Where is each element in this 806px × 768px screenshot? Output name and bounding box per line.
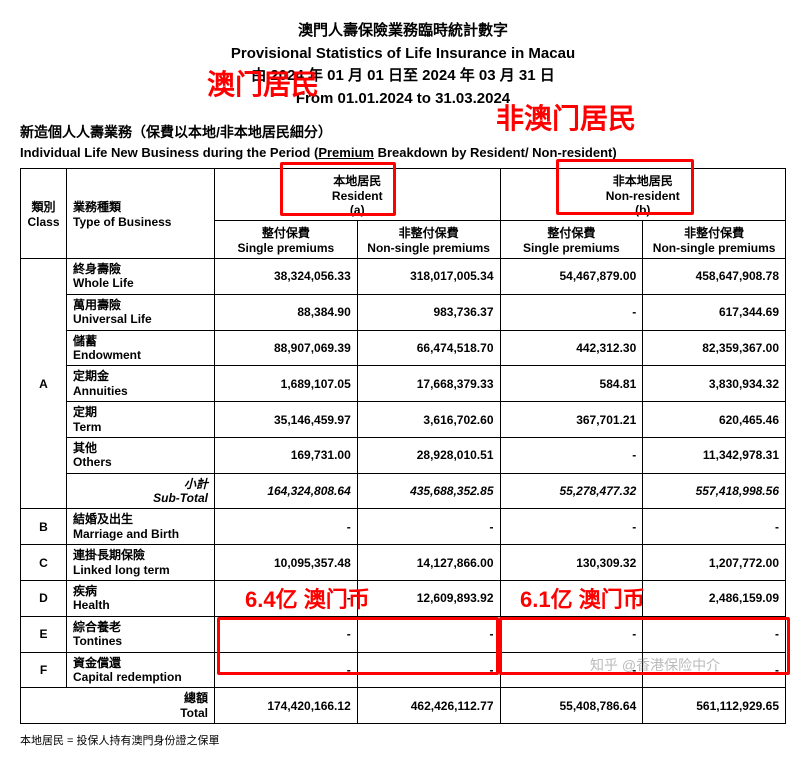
class-f: F	[21, 652, 67, 688]
section-en-underline: Premium	[318, 145, 374, 160]
table-row: D 疾病Health - 12,609,893.92 - 2,486,159.0…	[21, 581, 786, 617]
header-nonresident: 非本地居民 Non-resident (b)	[500, 169, 786, 221]
type-others: 其他Others	[67, 437, 215, 473]
section-en-post: Breakdown by Resident/ Non-resident)	[374, 145, 617, 160]
type-whole-life: 終身壽險Whole Life	[67, 259, 215, 295]
header-nonres-nonsingle: 非整付保費Non-single premiums	[643, 221, 786, 259]
header-line-3: 由 2024 年 01 月 01 日至 2024 年 03 月 31 日	[20, 65, 786, 88]
header-class: 類別 Class	[21, 169, 67, 259]
section-title-cn: 新造個人人壽業務（保費以本地/非本地居民細分）	[20, 122, 786, 142]
header-resident: 本地居民 Resident (a)	[215, 169, 501, 221]
document-header: 澳門人壽保險業務臨時統計數字 Provisional Statistics of…	[20, 20, 786, 110]
type-capital: 資金償還Capital redemption	[67, 652, 215, 688]
table-row: 儲蓄Endowment 88,907,069.39 66,474,518.70 …	[21, 330, 786, 366]
type-tontines: 綜合養老Tontines	[67, 616, 215, 652]
type-health: 疾病Health	[67, 581, 215, 617]
table-row: 萬用壽險Universal Life 88,384.90 983,736.37 …	[21, 294, 786, 330]
class-c: C	[21, 545, 67, 581]
section-en-pre: Individual Life New Business during the …	[20, 145, 318, 160]
type-total: 總額Total	[21, 688, 215, 724]
type-subtotal: 小計Sub-Total	[67, 473, 215, 509]
header-res-nonsingle: 非整付保費Non-single premiums	[357, 221, 500, 259]
table-row: 其他Others 169,731.00 28,928,010.51 - 11,3…	[21, 437, 786, 473]
table-row: 定期Term 35,146,459.97 3,616,702.60 367,70…	[21, 402, 786, 438]
table-row: B 結婚及出生Marriage and Birth - - - -	[21, 509, 786, 545]
type-universal: 萬用壽險Universal Life	[67, 294, 215, 330]
class-b: B	[21, 509, 67, 545]
table-row-total: 總額Total 174,420,166.12 462,426,112.77 55…	[21, 688, 786, 724]
header-nonres-single: 整付保費Single premiums	[500, 221, 643, 259]
table-row: C 連掛長期保險Linked long term 10,095,357.48 1…	[21, 545, 786, 581]
footnote: 本地居民 = 投保人持有澳門身份證之保單	[20, 732, 786, 748]
table-row: E 綜合養老Tontines - - - -	[21, 616, 786, 652]
class-d: D	[21, 581, 67, 617]
header-line-1: 澳門人壽保險業務臨時統計數字	[20, 20, 786, 43]
class-e: E	[21, 616, 67, 652]
data-table: 類別 Class 業務種類 Type of Business 本地居民 Resi…	[20, 168, 786, 724]
type-endowment: 儲蓄Endowment	[67, 330, 215, 366]
type-marriage: 結婚及出生Marriage and Birth	[67, 509, 215, 545]
type-linked: 連掛長期保險Linked long term	[67, 545, 215, 581]
header-line-2: Provisional Statistics of Life Insurance…	[20, 43, 786, 66]
type-annuities: 定期金Annuities	[67, 366, 215, 402]
table-row: A 終身壽險Whole Life 38,324,056.33 318,017,0…	[21, 259, 786, 295]
table-row-subtotal: 小計Sub-Total 164,324,808.64 435,688,352.8…	[21, 473, 786, 509]
section-title-en: Individual Life New Business during the …	[20, 145, 786, 160]
type-term: 定期Term	[67, 402, 215, 438]
table-row: 定期金Annuities 1,689,107.05 17,668,379.33 …	[21, 366, 786, 402]
header-type: 業務種類 Type of Business	[67, 169, 215, 259]
header-line-4: From 01.01.2024 to 31.03.2024	[20, 88, 786, 111]
table-row: F 資金償還Capital redemption - - - -	[21, 652, 786, 688]
class-a: A	[21, 259, 67, 509]
header-res-single: 整付保費Single premiums	[215, 221, 358, 259]
